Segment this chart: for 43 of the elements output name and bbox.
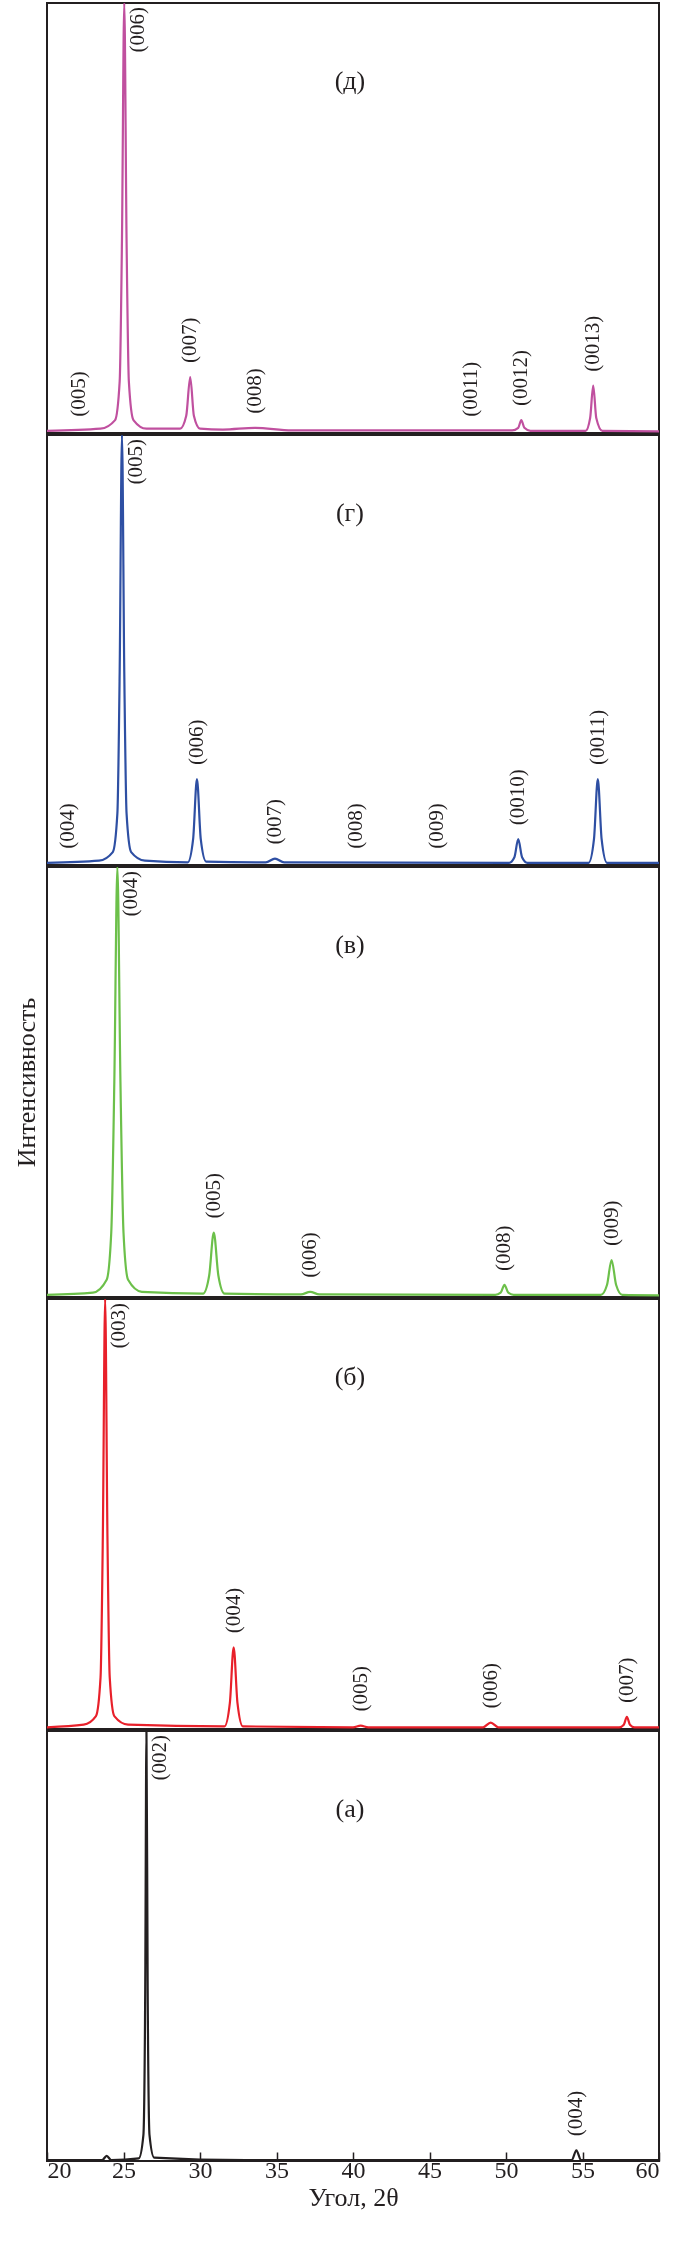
x-axis-title: Угол, 2θ (308, 2182, 399, 2212)
annotation: (007) (177, 317, 202, 364)
annotation: (0011) (457, 361, 482, 417)
annotation: (0010) (505, 769, 530, 826)
x-tick-label: 55 (571, 2156, 595, 2183)
annotation: (007) (261, 799, 286, 845)
annotation: (004) (55, 803, 80, 849)
annotation: (008) (343, 803, 368, 849)
x-tick-label: 20 (47, 2156, 72, 2183)
x-tick-label: 30 (188, 2156, 213, 2183)
annotation: (009) (424, 803, 449, 849)
annotation: (0011) (584, 709, 609, 765)
text: (г) (335, 498, 364, 527)
annotation: (002) (147, 1735, 172, 1781)
x-tick-label: 60 (635, 2156, 660, 2183)
annotation: (008) (242, 368, 267, 414)
annotation: (004) (563, 2090, 588, 2137)
annotation: (006) (297, 1232, 322, 1278)
y-axis-title: Интенсивность (11, 997, 41, 1168)
annotation: (004) (118, 871, 143, 917)
annotation: (006) (183, 719, 208, 765)
annotation: (005) (200, 1173, 225, 1219)
annotation: (003) (106, 1303, 131, 1349)
x-tick-label: 50 (494, 2156, 519, 2183)
annotation: (005) (347, 1666, 372, 1712)
annotation: (0012) (508, 350, 533, 407)
annotation: (004) (220, 1587, 245, 1634)
text: (а) (335, 1794, 365, 1823)
annotation: (006) (125, 7, 150, 53)
text: (б) (334, 1362, 366, 1391)
annotation: (0013) (580, 315, 605, 372)
x-tick-label: 40 (341, 2156, 366, 2183)
annotation: (005) (66, 371, 91, 417)
annotation: (007) (613, 1657, 638, 1703)
x-tick-label: 35 (265, 2156, 289, 2183)
annotation: (009) (598, 1200, 623, 1247)
text: (д) (334, 66, 366, 95)
annotation: (005) (122, 439, 147, 485)
x-tick-label: 45 (418, 2156, 442, 2183)
x-tick-label: 25 (112, 2156, 136, 2183)
text: (в) (335, 930, 365, 959)
annotation: (008) (491, 1225, 516, 1271)
annotation: (006) (477, 1663, 502, 1709)
